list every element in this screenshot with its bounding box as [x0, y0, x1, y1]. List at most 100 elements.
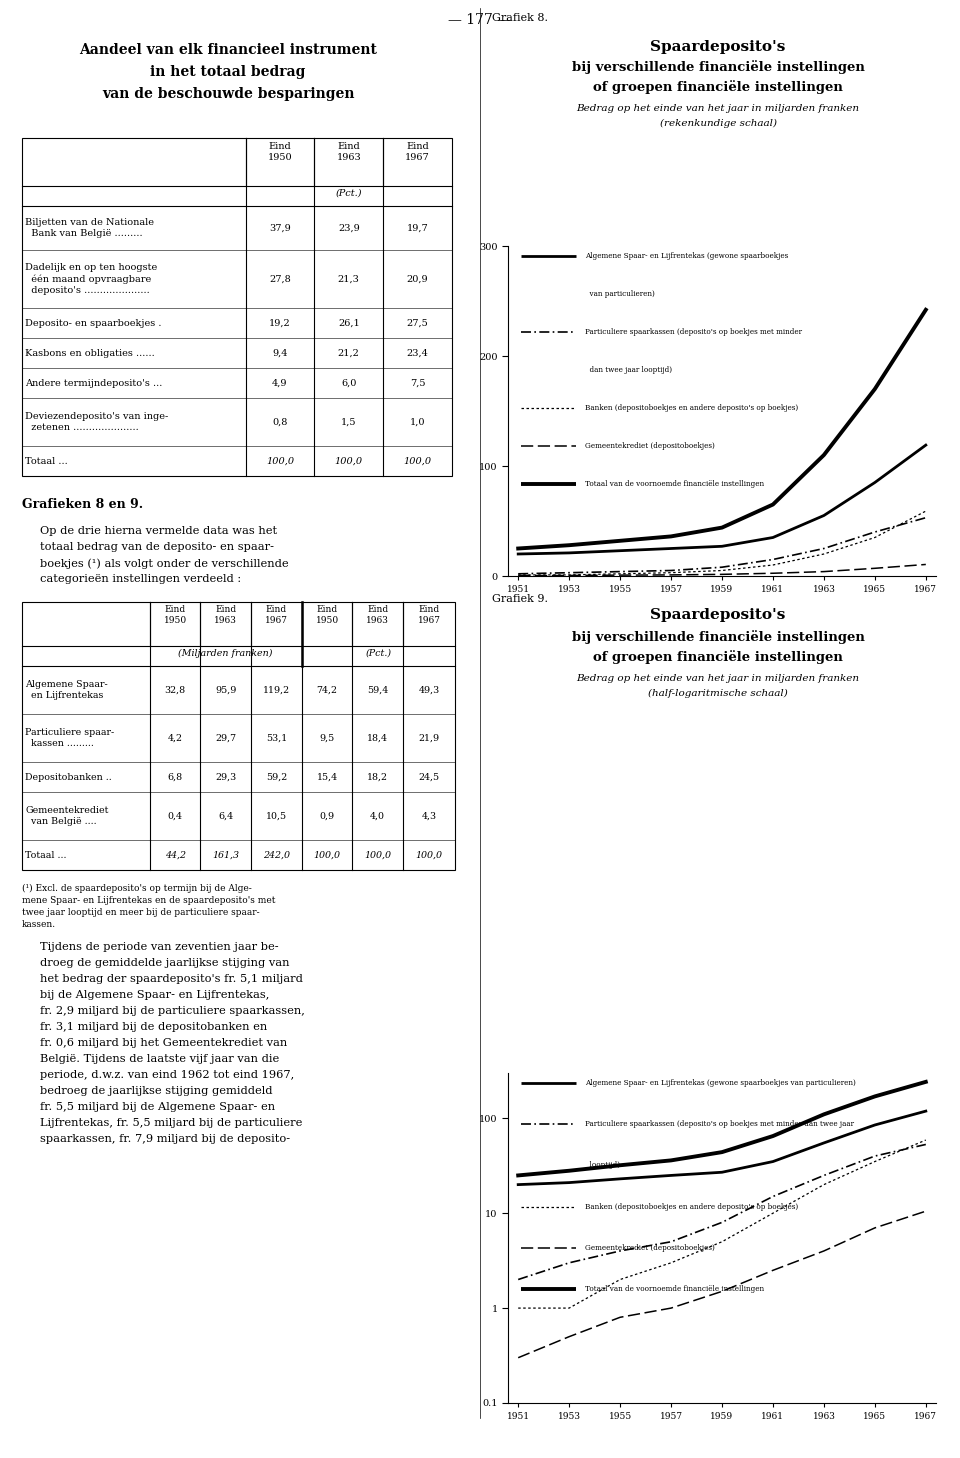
Text: looptijd): looptijd): [585, 1162, 620, 1169]
Text: Banken (depositoboekjes en andere deposito's op boekjes): Banken (depositoboekjes en andere deposi…: [585, 1203, 799, 1210]
Text: Gemeentekrediet (depositoboekjes): Gemeentekrediet (depositoboekjes): [585, 1244, 715, 1252]
Text: van de beschouwde besparingen: van de beschouwde besparingen: [102, 87, 354, 101]
Text: Eind
1967: Eind 1967: [418, 605, 441, 625]
Text: Algemene Spaar- en Lijfrentekas (gewone spaarboekjes: Algemene Spaar- en Lijfrentekas (gewone …: [585, 252, 788, 260]
Text: dan twee jaar looptijd): dan twee jaar looptijd): [585, 366, 672, 373]
Text: Lijfrentekas, fr. 5,5 miljard bij de particuliere: Lijfrentekas, fr. 5,5 miljard bij de par…: [40, 1118, 302, 1128]
Text: Particuliere spaar-
  kassen .........: Particuliere spaar- kassen .........: [25, 728, 114, 748]
Text: 100,0: 100,0: [335, 456, 363, 465]
Text: (Pct.): (Pct.): [336, 190, 362, 198]
Text: 44,2: 44,2: [164, 850, 185, 860]
Text: — 177 —: — 177 —: [448, 13, 512, 28]
Text: 27,5: 27,5: [407, 318, 428, 328]
Text: (Pct.): (Pct.): [366, 649, 392, 658]
Text: 23,9: 23,9: [338, 223, 360, 232]
Text: 32,8: 32,8: [164, 685, 185, 694]
Text: 100,0: 100,0: [416, 850, 443, 860]
Text: totaal bedrag van de deposito- en spaar-: totaal bedrag van de deposito- en spaar-: [40, 542, 274, 553]
Text: 95,9: 95,9: [215, 685, 236, 694]
Text: Eind
1950: Eind 1950: [316, 605, 339, 625]
Text: Spaardeposito's: Spaardeposito's: [650, 39, 785, 54]
Text: Kasbons en obligaties ......: Kasbons en obligaties ......: [25, 348, 155, 357]
Text: fr. 5,5 miljard bij de Algemene Spaar- en: fr. 5,5 miljard bij de Algemene Spaar- e…: [40, 1102, 276, 1112]
Text: spaarkassen, fr. 7,9 miljard bij de deposito-: spaarkassen, fr. 7,9 miljard bij de depo…: [40, 1134, 290, 1145]
Text: Dadelijk en op ten hoogste
  één maand opvraagbare
  deposito's ................: Dadelijk en op ten hoogste één maand opv…: [25, 264, 157, 295]
Text: 4,3: 4,3: [421, 812, 437, 821]
Text: Eind
1963: Eind 1963: [336, 141, 361, 162]
Text: Totaal van de voornoemde financiële instellingen: Totaal van de voornoemde financiële inst…: [585, 1284, 764, 1293]
Text: Algemene Spaar-
  en Lijfrentekas: Algemene Spaar- en Lijfrentekas: [25, 679, 108, 700]
Text: 100,0: 100,0: [314, 850, 341, 860]
Text: Op de drie hierna vermelde data was het: Op de drie hierna vermelde data was het: [40, 526, 277, 537]
Text: fr. 0,6 miljard bij het Gemeentekrediet van: fr. 0,6 miljard bij het Gemeentekrediet …: [40, 1038, 287, 1048]
Text: of groepen financiële instellingen: of groepen financiële instellingen: [593, 650, 843, 663]
Text: droeg de gemiddelde jaarlijkse stijging van: droeg de gemiddelde jaarlijkse stijging …: [40, 958, 290, 968]
Text: 242,0: 242,0: [263, 850, 290, 860]
Text: Bedrag op het einde van het jaar in miljarden franken: Bedrag op het einde van het jaar in milj…: [577, 104, 859, 114]
Text: 0,4: 0,4: [168, 812, 182, 821]
Text: Depositobanken ..: Depositobanken ..: [25, 773, 111, 781]
Text: 9,4: 9,4: [273, 348, 288, 357]
Text: Totaal ...: Totaal ...: [25, 456, 68, 465]
Text: Deviezendeposito's van inge-
  zetenen .....................: Deviezendeposito's van inge- zetenen ...…: [25, 413, 168, 432]
Text: 29,3: 29,3: [215, 773, 236, 781]
Text: Gemeentekrediet
  van België ....: Gemeentekrediet van België ....: [25, 806, 108, 825]
Text: 10,5: 10,5: [266, 812, 287, 821]
Text: 7,5: 7,5: [410, 379, 425, 388]
Text: Eind
1967: Eind 1967: [405, 141, 430, 162]
Text: Particuliere spaarkassen (deposito's op boekjes met minder dan twee jaar: Particuliere spaarkassen (deposito's op …: [585, 1120, 854, 1128]
Text: bij de Algemene Spaar- en Lijfrentekas,: bij de Algemene Spaar- en Lijfrentekas,: [40, 990, 270, 1000]
Text: (half-logaritmische schaal): (half-logaritmische schaal): [648, 690, 788, 698]
Text: 161,3: 161,3: [212, 850, 239, 860]
Text: Bedrag op het einde van het jaar in miljarden franken: Bedrag op het einde van het jaar in milj…: [577, 674, 859, 682]
Text: 6,4: 6,4: [218, 812, 233, 821]
Text: Grafiek 9.: Grafiek 9.: [492, 593, 548, 604]
Text: 100,0: 100,0: [364, 850, 392, 860]
Text: (¹) Excl. de spaardeposito's op termijn bij de Alge-: (¹) Excl. de spaardeposito's op termijn …: [22, 884, 252, 894]
Text: 49,3: 49,3: [419, 685, 440, 694]
Text: Grafiek 8.: Grafiek 8.: [492, 13, 548, 23]
Text: 37,9: 37,9: [269, 223, 291, 232]
Text: Totaal ...: Totaal ...: [25, 850, 66, 860]
Text: Biljetten van de Nationale
  Bank van België .........: Biljetten van de Nationale Bank van Belg…: [25, 219, 154, 238]
Text: kassen.: kassen.: [22, 920, 56, 929]
Text: 18,2: 18,2: [368, 773, 388, 781]
Text: 15,4: 15,4: [317, 773, 338, 781]
Text: Spaardeposito's: Spaardeposito's: [650, 608, 785, 623]
Text: fr. 2,9 miljard bij de particuliere spaarkassen,: fr. 2,9 miljard bij de particuliere spaa…: [40, 1006, 305, 1016]
Text: 1,0: 1,0: [410, 417, 425, 427]
Text: Totaal van de voornoemde financiële instellingen: Totaal van de voornoemde financiële inst…: [585, 480, 764, 487]
Text: 6,8: 6,8: [167, 773, 182, 781]
Text: Tijdens de periode van zeventien jaar be-: Tijdens de periode van zeventien jaar be…: [40, 942, 278, 952]
Text: 0,8: 0,8: [273, 417, 288, 427]
Text: twee jaar looptijd en meer bij de particuliere spaar-: twee jaar looptijd en meer bij de partic…: [22, 908, 259, 917]
Text: Aandeel van elk financieel instrument: Aandeel van elk financieel instrument: [79, 42, 377, 57]
Text: 4,9: 4,9: [273, 379, 288, 388]
Text: 19,2: 19,2: [269, 318, 291, 328]
Text: Banken (depositoboekjes en andere deposito's op boekjes): Banken (depositoboekjes en andere deposi…: [585, 404, 799, 411]
Text: 4,0: 4,0: [371, 812, 385, 821]
Text: bij verschillende financiële instellingen: bij verschillende financiële instellinge…: [571, 60, 864, 74]
Text: 74,2: 74,2: [317, 685, 338, 694]
Text: fr. 3,1 miljard bij de depositobanken en: fr. 3,1 miljard bij de depositobanken en: [40, 1022, 267, 1032]
Text: 24,5: 24,5: [419, 773, 440, 781]
Text: 21,3: 21,3: [338, 274, 360, 283]
Text: 19,7: 19,7: [407, 223, 428, 232]
Text: (Miljarden franken): (Miljarden franken): [179, 649, 273, 658]
Text: 0,9: 0,9: [320, 812, 335, 821]
Text: of groepen financiële instellingen: of groepen financiële instellingen: [593, 80, 843, 93]
Text: Grafieken 8 en 9.: Grafieken 8 en 9.: [22, 499, 143, 510]
Text: 20,9: 20,9: [407, 274, 428, 283]
Bar: [22, 602, 455, 870]
Bar: [22, 139, 452, 475]
Text: 53,1: 53,1: [266, 733, 287, 742]
Text: 23,4: 23,4: [407, 348, 428, 357]
Text: bedroeg de jaarlijkse stijging gemiddeld: bedroeg de jaarlijkse stijging gemiddeld: [40, 1086, 273, 1096]
Text: 59,4: 59,4: [367, 685, 389, 694]
Text: 100,0: 100,0: [403, 456, 432, 465]
Text: 59,2: 59,2: [266, 773, 287, 781]
Text: Andere termijndeposito's ...: Andere termijndeposito's ...: [25, 379, 162, 388]
Text: 6,0: 6,0: [341, 379, 356, 388]
Text: bij verschillende financiële instellingen: bij verschillende financiële instellinge…: [571, 630, 864, 644]
Text: periode, d.w.z. van eind 1962 tot eind 1967,: periode, d.w.z. van eind 1962 tot eind 1…: [40, 1070, 295, 1080]
